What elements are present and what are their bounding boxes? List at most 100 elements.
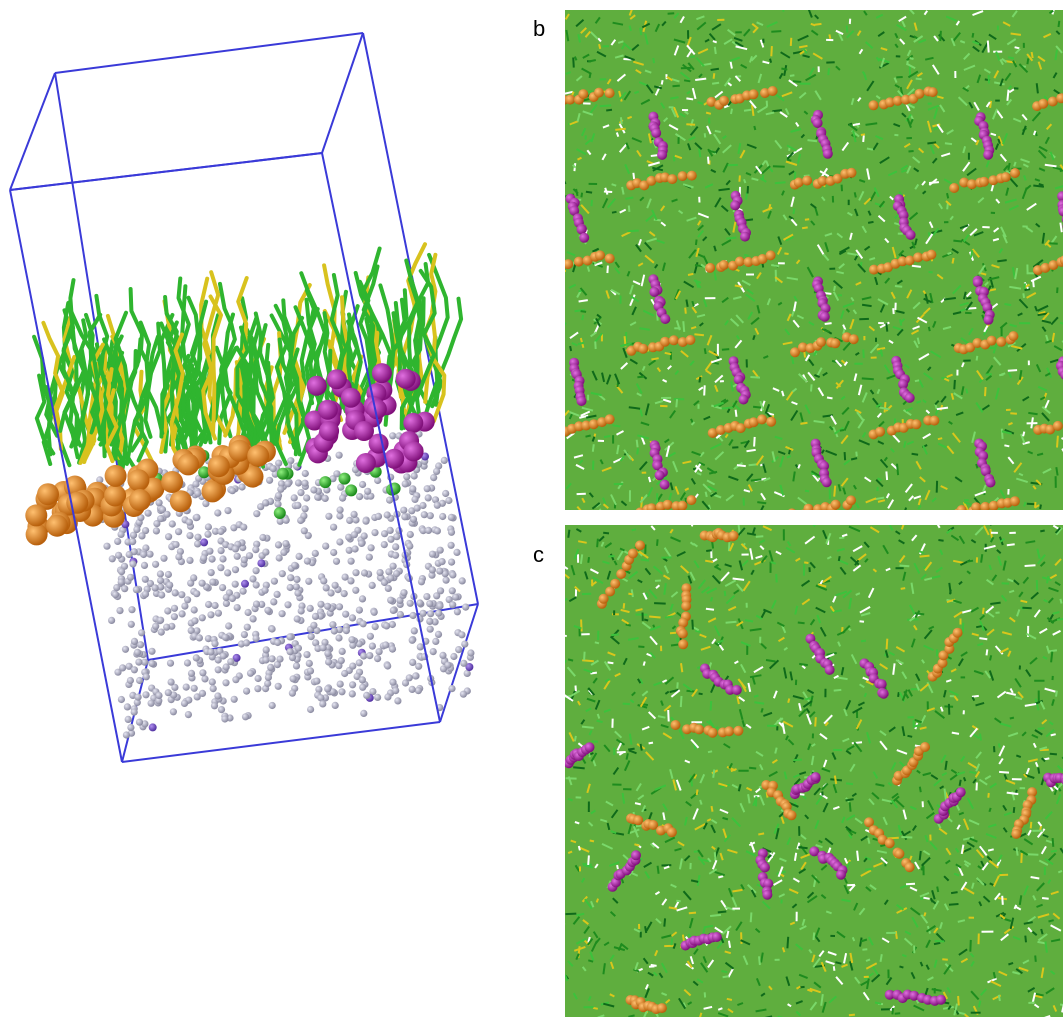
water-bead [279, 610, 286, 617]
peptide [605, 254, 615, 264]
lipid [861, 134, 865, 135]
water-bead [240, 588, 247, 595]
peptide-bead [247, 445, 269, 467]
lipid [645, 926, 646, 933]
water-bead [183, 684, 190, 691]
lipid [850, 802, 851, 811]
water-bead [409, 686, 416, 693]
lipid [651, 155, 658, 156]
water-bead [262, 656, 269, 663]
water-bead [341, 590, 348, 597]
water-bead [381, 579, 388, 586]
lipid [681, 696, 682, 707]
water-bead [134, 649, 141, 656]
lipid [637, 440, 638, 448]
water-bead [257, 559, 265, 567]
lipid [638, 647, 644, 648]
water-bead [368, 544, 375, 551]
water-bead [371, 609, 378, 616]
lipid [1025, 936, 1026, 943]
water-bead [194, 540, 201, 547]
lipid [676, 399, 677, 407]
lipid [705, 348, 706, 354]
water-bead [128, 621, 135, 628]
water-bead [191, 685, 198, 692]
peptide [686, 495, 696, 505]
lipid [588, 960, 593, 961]
lipid [976, 626, 982, 627]
water-bead [214, 509, 221, 516]
peptide [651, 128, 661, 138]
water-bead [374, 477, 381, 484]
lipid [611, 634, 619, 635]
water-bead [118, 696, 125, 703]
water-bead [131, 666, 138, 673]
water-bead [420, 610, 427, 617]
peptide [894, 849, 904, 859]
water-bead [394, 697, 401, 704]
water-bead [255, 675, 262, 682]
peptide [483, 273, 493, 283]
water-bead [217, 528, 224, 535]
lipid [845, 452, 846, 460]
water-bead [304, 558, 311, 565]
water-bead [148, 700, 155, 707]
water-bead [196, 634, 203, 641]
water-bead [364, 488, 371, 495]
lipid [696, 240, 697, 246]
lipid [582, 727, 594, 728]
peptide-bead [25, 504, 47, 526]
lipid [731, 109, 732, 114]
peptide [802, 176, 812, 186]
peptide [494, 303, 504, 313]
lipid [568, 659, 573, 660]
water-bead [220, 652, 227, 659]
lipid [595, 642, 599, 643]
lipid [705, 561, 713, 562]
water-bead [332, 582, 339, 589]
water-bead [214, 692, 221, 699]
water-bead [293, 662, 300, 669]
peptide [729, 531, 739, 541]
lipid [927, 142, 936, 143]
lipid [934, 943, 940, 944]
lipid [744, 255, 748, 256]
lipid [897, 464, 898, 475]
water-bead [207, 611, 214, 618]
lipid [686, 124, 695, 125]
water-bead [409, 659, 416, 666]
water-bead [301, 527, 308, 534]
lipid [875, 1003, 881, 1004]
water-bead [199, 690, 206, 697]
water-bead [338, 688, 345, 695]
water-bead [253, 635, 260, 642]
water-bead [426, 600, 433, 607]
water-bead [275, 541, 282, 548]
peptide [913, 252, 923, 262]
water-bead [181, 700, 188, 707]
water-bead [445, 497, 452, 504]
peptide [996, 337, 1006, 347]
lipid [607, 266, 608, 274]
lipid [997, 260, 1006, 261]
water-bead [461, 641, 468, 648]
lipid [711, 69, 719, 70]
lipid [754, 437, 755, 447]
water-bead [442, 490, 449, 497]
peptide [803, 504, 813, 514]
lipid [918, 338, 919, 344]
lipid [966, 298, 971, 299]
lipid [570, 346, 571, 351]
peptide [719, 96, 729, 106]
lipid [815, 717, 816, 726]
water-bead [276, 656, 283, 663]
lipid [1051, 734, 1056, 735]
water-bead [270, 598, 277, 605]
water-bead [393, 570, 400, 577]
lipid [695, 79, 706, 80]
lipid [595, 341, 596, 349]
lipid [900, 966, 904, 967]
lipid [999, 744, 1000, 748]
lipid [893, 308, 894, 314]
water-bead [172, 541, 179, 548]
